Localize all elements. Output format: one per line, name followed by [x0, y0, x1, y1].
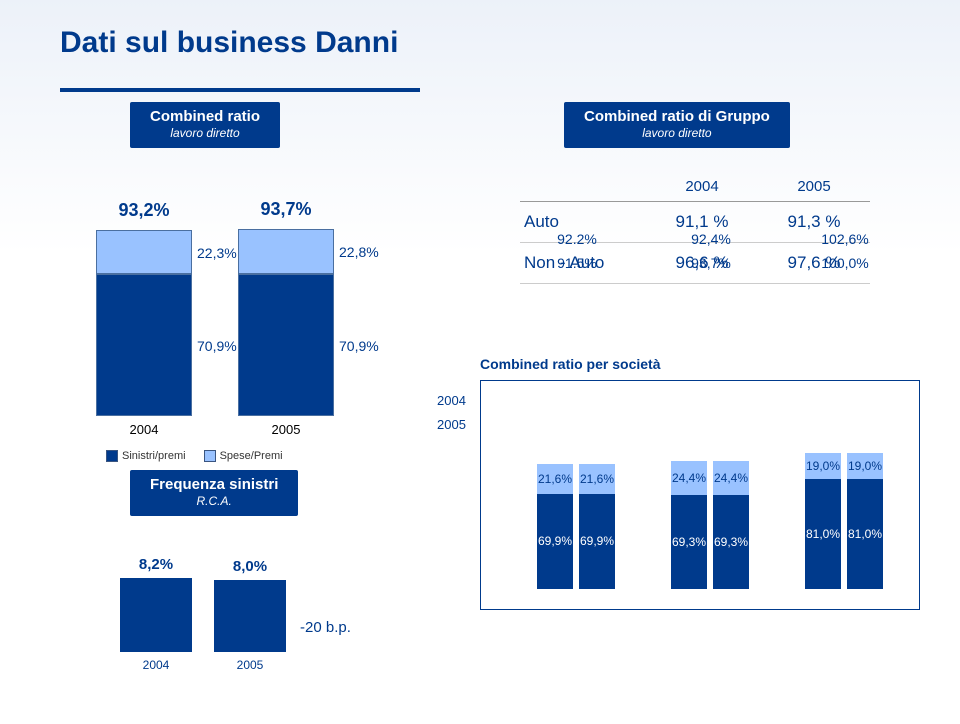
societa-bar: 24,4% 69,3% [713, 461, 749, 589]
pill-right-line2: lavoro diretto [584, 126, 770, 140]
societa-column: 92,4%93,7%24,4%69,3%24,4%69,3% [671, 429, 751, 589]
societa-section: Combined ratio per società 2004200592.2%… [480, 356, 920, 610]
societa-top-label: 19,0% [805, 459, 841, 473]
title-underline [60, 88, 420, 92]
stacked-xlabel: 2004 [96, 422, 192, 437]
societa-top-label: 24,4% [713, 471, 749, 485]
societa-top-label: 21,6% [579, 472, 615, 486]
seg-dark-label: 70,9% [339, 338, 379, 354]
freq-delta: -20 b.p. [300, 619, 351, 636]
freq-val: 8,0% [214, 558, 286, 575]
freq-line1: Frequenza sinistri [150, 476, 278, 494]
societa-column: 92.2%91.5%21,6%69,9%21,6%69,9% [537, 429, 617, 589]
societa-bar: 24,4% 69,3% [671, 461, 707, 589]
societa-bot-label: 69,9% [537, 534, 573, 548]
freq-val: 8,2% [120, 556, 192, 573]
societa-top-label: 21,6% [537, 472, 573, 486]
societa-total-05: 91.5% [537, 255, 617, 271]
freq-bar: 8,2%2004 [120, 578, 192, 652]
societa-top-label: 19,0% [847, 459, 883, 473]
legend-item: Spese/Premi [204, 450, 283, 462]
societa-top-label: 24,4% [671, 471, 707, 485]
pill-left: Combined ratio lavoro diretto [130, 102, 280, 148]
societa-rowlabel: 2005 [437, 417, 466, 432]
societa-total-04: 92,4% [671, 231, 751, 247]
societa-chart: 2004200592.2%91.5%21,6%69,9%21,6%69,9%92… [480, 380, 920, 610]
table-header: 2004 [646, 172, 758, 202]
freq-line2: R.C.A. [150, 494, 278, 508]
freq-pill: Frequenza sinistri R.C.A. [130, 470, 298, 516]
societa-bot-label: 69,3% [671, 535, 707, 549]
societa-bot-label: 69,9% [579, 534, 615, 548]
freq-xlabel: 2005 [214, 658, 286, 672]
stacked-total: 93,7% [238, 199, 334, 220]
legend-item: Sinistri/premi [106, 450, 186, 462]
societa-total-04: 102,6% [805, 231, 885, 247]
societa-total-05: 100,0% [805, 255, 885, 271]
societa-title: Combined ratio per società [480, 356, 920, 372]
societa-bot-label: 81,0% [847, 527, 883, 541]
freq-bar: 8,0%2005 [214, 580, 286, 652]
societa-bot-label: 69,3% [713, 535, 749, 549]
societa-column: 102,6%100,0%19,0%81,0%19,0%81,0% [805, 429, 885, 589]
stacked-total: 93,2% [96, 200, 192, 221]
combined-ratio-legend: Sinistri/premi Spese/Premi [106, 450, 301, 462]
pill-left-line2: lavoro diretto [150, 126, 260, 140]
societa-rowlabel: 2004 [437, 393, 466, 408]
societa-bar: 21,6% 69,9% [579, 464, 615, 589]
societa-bar: 19,0% 81,0% [805, 453, 841, 589]
societa-bar: 19,0% 81,0% [847, 453, 883, 589]
societa-total-04: 92.2% [537, 231, 617, 247]
slide-title: Dati sul business Danni [60, 26, 398, 60]
pill-right: Combined ratio di Gruppo lavoro diretto [564, 102, 790, 148]
table-header [520, 172, 646, 202]
combined-ratio-chart: 93,2%22,3%70,9%200493,7%22,8%70,9%2005 [64, 166, 374, 466]
seg-light-label: 22,3% [197, 245, 237, 261]
stacked-bar-2004: 93,2%22,3%70,9%2004 [96, 230, 192, 416]
table-header: 2005 [758, 172, 870, 202]
seg-light-label: 22,8% [339, 244, 379, 260]
societa-total-05: 93,7% [671, 255, 751, 271]
seg-dark-label: 70,9% [197, 338, 237, 354]
freq-chart: 8,2%20048,0%2005-20 b.p. [102, 548, 362, 678]
stacked-xlabel: 2005 [238, 422, 334, 437]
pill-right-line1: Combined ratio di Gruppo [584, 108, 770, 126]
societa-bar: 21,6% 69,9% [537, 464, 573, 589]
pill-left-line1: Combined ratio [150, 108, 260, 126]
title-text: Dati sul business Danni [60, 26, 398, 60]
freq-xlabel: 2004 [120, 658, 192, 672]
societa-bot-label: 81,0% [805, 527, 841, 541]
stacked-bar-2005: 93,7%22,8%70,9%2005 [238, 229, 334, 416]
